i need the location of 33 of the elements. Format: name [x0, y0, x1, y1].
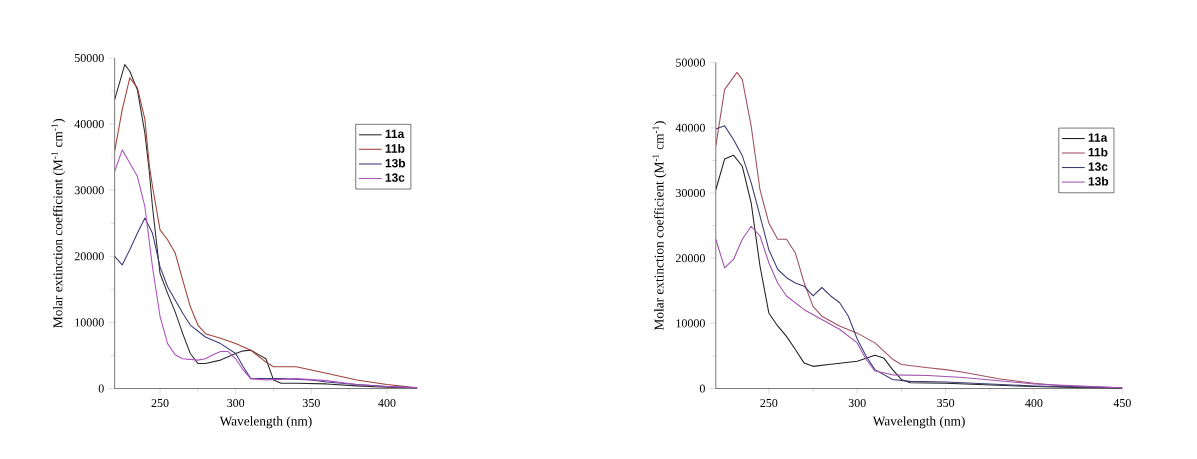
y-tick-label: 40000 — [74, 120, 104, 129]
y-tick-label: 10000 — [676, 319, 705, 328]
legend-label: 13c — [385, 173, 405, 183]
y-axis-title: Molar extinction coefficient (M$^{-1}$ cm$^{-1}$) — [51, 119, 66, 329]
y-tick-label: 30000 — [74, 186, 104, 195]
legend-label: 13c — [1088, 162, 1108, 172]
x-axis-title: Wavelength (nm) — [219, 416, 312, 429]
x-tick-label: 350 — [937, 399, 955, 408]
legend-label: 11a — [1088, 133, 1108, 143]
y-tick-label: 0 — [699, 384, 705, 393]
legend-label: 11b — [385, 144, 405, 153]
x-axis-title: Wavelength (nm) — [872, 416, 965, 429]
legend-label: 11b — [1088, 147, 1108, 157]
y-tick-label: 30000 — [675, 189, 705, 198]
x-tick-label: 250 — [760, 399, 778, 408]
y-tick-label: 10000 — [75, 318, 104, 327]
y-tick-label: 50000 — [676, 58, 705, 67]
y-tick-label: 20000 — [675, 254, 705, 263]
y-tick-label: 0 — [98, 384, 104, 393]
x-tick-label: 400 — [378, 399, 396, 408]
x-tick-label: 300 — [848, 399, 866, 408]
x-tick-label: 450 — [1113, 399, 1131, 408]
y-tick-label: 40000 — [675, 124, 705, 133]
legend-label: 11a — [385, 129, 405, 139]
x-tick-label: 400 — [1025, 399, 1043, 408]
y-axis-title: Molar extinction coefficient (M$^{-1}$ cm$^{-1}$) — [652, 121, 667, 331]
y-tick-label: 20000 — [74, 252, 104, 261]
legend-label: 13b — [1088, 176, 1109, 186]
y-tick-label: 50000 — [74, 54, 104, 63]
legend-label: 13b — [385, 158, 406, 168]
x-tick-label: 350 — [302, 399, 320, 408]
x-tick-label: 300 — [227, 399, 245, 408]
x-tick-label: 250 — [151, 399, 169, 408]
